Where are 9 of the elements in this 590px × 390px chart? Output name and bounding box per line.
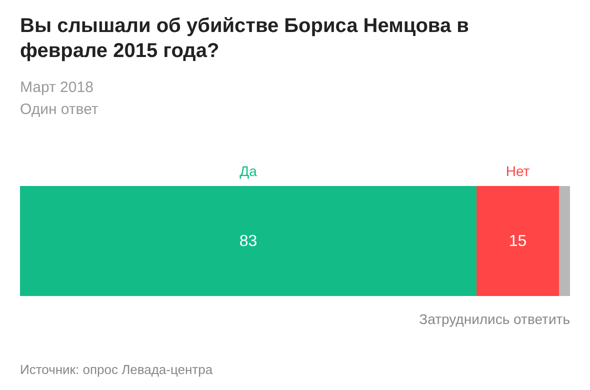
series-label: Затруднились ответить (419, 311, 570, 327)
series-label: Да (240, 163, 258, 179)
series-label: Нет (506, 163, 530, 179)
chart-subtitle: Март 2018 (20, 78, 94, 98)
data-label: 83 (239, 233, 258, 250)
text: Один ответ (20, 100, 98, 120)
text: Источник: опрос Левада-центра (20, 362, 213, 377)
chart-title: Вы слышали об убийстве Бориса Немцова в феврале 2015 года? (20, 14, 470, 64)
data-label: 15 (508, 233, 527, 250)
